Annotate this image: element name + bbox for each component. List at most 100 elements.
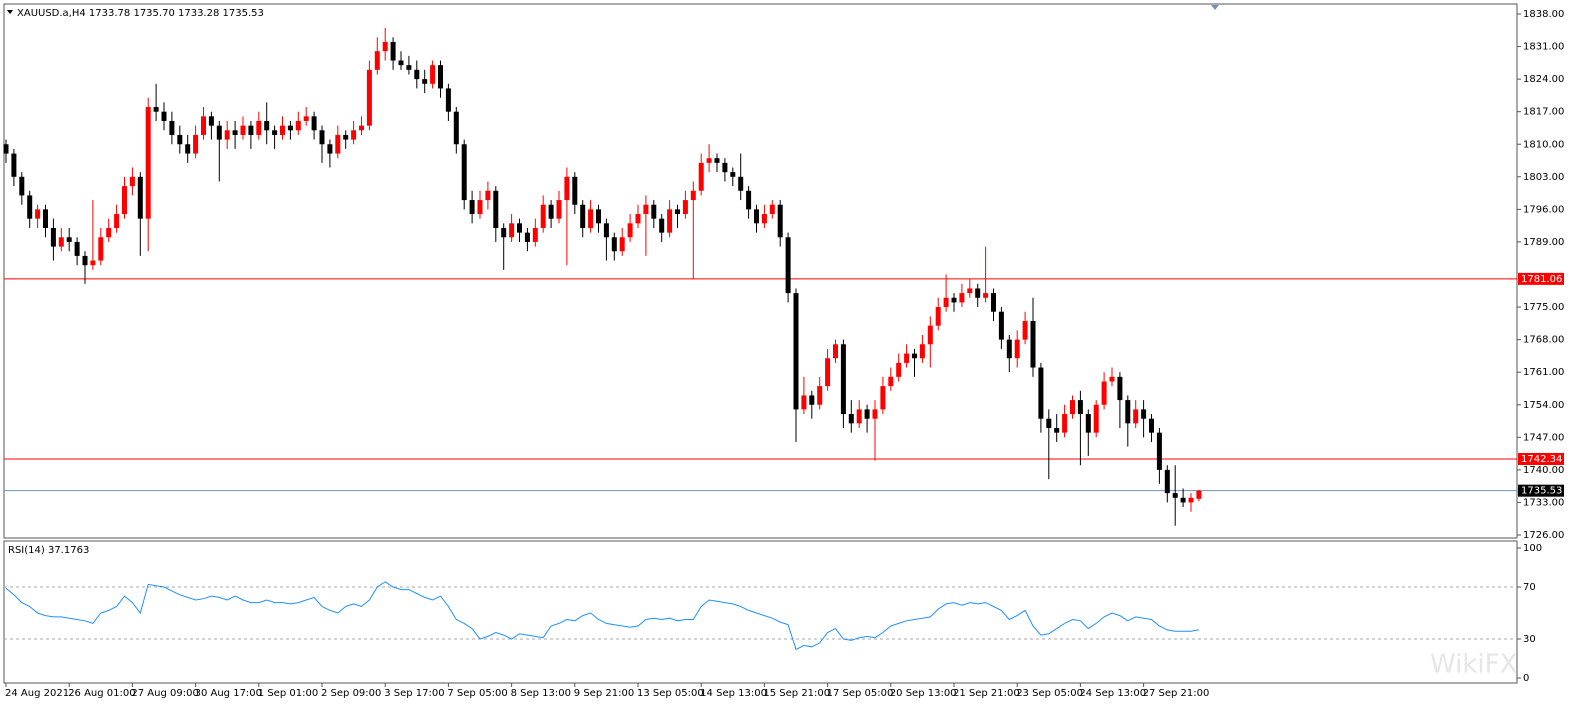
x-tick-label: 17 Sep 05:00 bbox=[827, 688, 894, 699]
candle-body bbox=[145, 107, 151, 219]
candle-body bbox=[240, 125, 246, 135]
candle-body bbox=[888, 376, 894, 387]
candle-body bbox=[643, 204, 649, 215]
candle-body bbox=[1022, 321, 1028, 340]
candle-body bbox=[232, 130, 238, 135]
x-tick-label: 15 Sep 21:00 bbox=[763, 688, 830, 699]
x-tick-label: 14 Sep 13:00 bbox=[700, 688, 767, 699]
x-tick-label: 1 Sep 01:00 bbox=[258, 688, 318, 699]
candle-body bbox=[295, 120, 301, 131]
candle-body bbox=[343, 134, 349, 140]
candle-body bbox=[856, 409, 862, 424]
candle-body bbox=[659, 218, 665, 233]
candle-body bbox=[256, 120, 262, 135]
candle-body bbox=[975, 288, 981, 298]
y-tick-label: 0 bbox=[1523, 673, 1529, 684]
candle-body bbox=[825, 358, 831, 387]
y-tick-label: 1824.00 bbox=[1523, 74, 1564, 85]
x-tick-label: 27 Aug 09:00 bbox=[131, 688, 198, 699]
candle-body bbox=[501, 227, 507, 238]
candle-body bbox=[129, 176, 135, 187]
candle-body bbox=[777, 204, 783, 238]
candle-body bbox=[438, 65, 443, 89]
candle-body bbox=[509, 223, 515, 238]
candle-body bbox=[785, 237, 791, 294]
y-tick-label: 1810.00 bbox=[1523, 139, 1564, 150]
candle-body bbox=[1188, 497, 1194, 503]
candle-body bbox=[66, 237, 72, 242]
candle-body bbox=[193, 134, 199, 154]
candle-body bbox=[311, 116, 317, 131]
rsi-frame bbox=[3, 540, 1518, 684]
candle-body bbox=[1109, 376, 1115, 382]
candle-body bbox=[596, 209, 601, 224]
price-tag-label: 1735.53 bbox=[1521, 486, 1562, 497]
candle-body bbox=[1117, 376, 1123, 401]
candle-body bbox=[287, 125, 293, 131]
candle-body bbox=[11, 153, 17, 177]
candle-body bbox=[153, 107, 159, 112]
price-tag-label: 1781.06 bbox=[1521, 274, 1562, 285]
candle-body bbox=[517, 223, 522, 233]
candle-body bbox=[588, 209, 594, 228]
candle-body bbox=[730, 172, 736, 177]
candle-body bbox=[1062, 414, 1068, 433]
candle-body bbox=[161, 111, 167, 121]
candle-body bbox=[485, 190, 491, 201]
menu-triangle bbox=[7, 10, 13, 14]
x-tick-label: 26 Aug 01:00 bbox=[68, 688, 135, 699]
candle-body bbox=[327, 144, 333, 154]
price-tag-label: 1742.34 bbox=[1521, 454, 1562, 465]
candle-body bbox=[1172, 493, 1178, 498]
candle-body bbox=[335, 134, 341, 154]
x-tick-label: 24 Aug 2021 bbox=[5, 688, 69, 699]
candle-body bbox=[1125, 400, 1131, 424]
candle-body bbox=[430, 65, 436, 84]
candle-body bbox=[19, 176, 25, 196]
candle-body bbox=[706, 158, 712, 163]
candle-body bbox=[556, 200, 562, 219]
candle-body bbox=[122, 186, 127, 215]
x-tick-label: 8 Sep 13:00 bbox=[511, 688, 571, 699]
candle-body bbox=[264, 120, 270, 131]
x-tick-label: 13 Sep 05:00 bbox=[637, 688, 704, 699]
candle-body bbox=[635, 214, 641, 224]
candle-body bbox=[682, 200, 688, 215]
candle-body bbox=[817, 386, 823, 405]
candle-body bbox=[761, 214, 767, 224]
y-tick-label: 1726.00 bbox=[1523, 530, 1564, 541]
candle-body bbox=[833, 344, 838, 359]
x-tick-label: 9 Sep 21:00 bbox=[574, 688, 634, 699]
y-tick-label: 100 bbox=[1523, 543, 1542, 554]
x-tick-label: 30 Aug 17:00 bbox=[195, 688, 262, 699]
candle-body bbox=[1133, 409, 1139, 424]
candle-body bbox=[374, 51, 380, 70]
candle-body bbox=[50, 227, 56, 247]
candle-body bbox=[793, 293, 799, 410]
candle-body bbox=[675, 209, 680, 215]
candle-body bbox=[998, 311, 1004, 340]
x-tick-label: 2 Sep 09:00 bbox=[321, 688, 381, 699]
candle-body bbox=[1038, 367, 1044, 419]
candle-body bbox=[1196, 490, 1202, 499]
y-tick-label: 70 bbox=[1523, 582, 1536, 593]
candle-body bbox=[390, 41, 396, 61]
candle-body bbox=[840, 344, 846, 415]
candle-body bbox=[951, 297, 957, 303]
candle-body bbox=[351, 130, 357, 140]
candle-body bbox=[572, 176, 578, 205]
candle-body bbox=[1101, 381, 1107, 405]
candle-body bbox=[919, 344, 925, 359]
y-tick-label: 1761.00 bbox=[1523, 367, 1564, 378]
x-tick-label: 27 Sep 21:00 bbox=[1143, 688, 1210, 699]
candle-body bbox=[216, 125, 222, 140]
candle-body bbox=[82, 255, 88, 266]
candle-body bbox=[738, 176, 744, 191]
candle-body bbox=[769, 204, 775, 215]
candle-body bbox=[177, 134, 183, 145]
candle-body bbox=[651, 204, 657, 219]
candle-body bbox=[564, 176, 570, 201]
candle-body bbox=[1093, 404, 1099, 433]
candle-body bbox=[1141, 409, 1147, 419]
candle-body bbox=[967, 288, 973, 294]
